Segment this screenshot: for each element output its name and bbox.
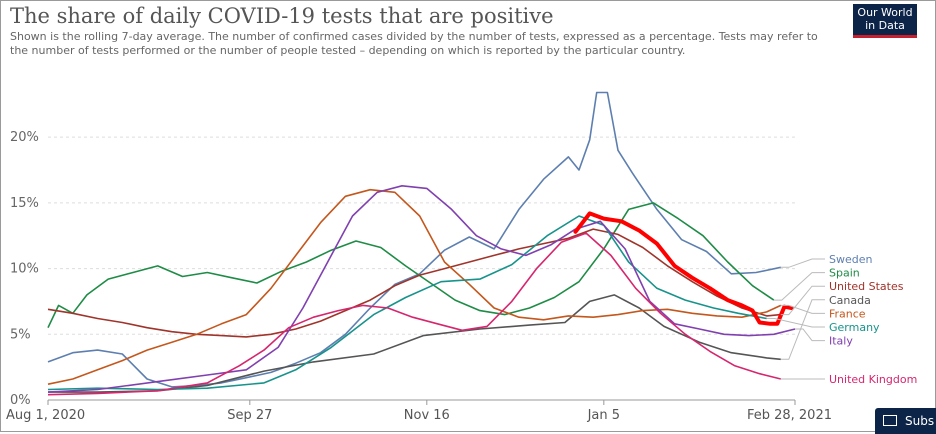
subscribe-label: Subs	[905, 414, 935, 428]
legend-label-spain[interactable]: Spain	[829, 267, 860, 280]
red-annotation-stroke	[573, 211, 794, 326]
legend-connector	[780, 258, 825, 268]
legend-connector	[795, 328, 825, 342]
series-line-spain[interactable]	[47, 202, 775, 329]
y-tick-label: 15%	[10, 196, 39, 211]
annotation-stroke	[573, 211, 794, 326]
series-line-united-states[interactable]	[47, 228, 781, 338]
x-tick-label: Aug 1, 2020	[6, 408, 85, 423]
legend-connector	[780, 285, 825, 316]
y-tick-label: 10%	[10, 262, 39, 277]
series-line-canada[interactable]	[48, 294, 781, 393]
series-lines	[47, 91, 796, 396]
legend-label-italy[interactable]: Italy	[829, 335, 853, 348]
y-tick-label: 0%	[10, 393, 31, 408]
legend-connector	[780, 304, 825, 314]
legend-label-sweden[interactable]: Sweden	[829, 253, 872, 266]
legend-connector	[773, 272, 825, 301]
y-tick-label: 5%	[10, 327, 31, 342]
x-axis: Aug 1, 2020 Sep 27 Nov 16 Jan 5 Feb 28, 2021	[6, 399, 832, 423]
chart-subtitle: Shown is the rolling 7-day average. The …	[10, 30, 818, 57]
series-line-germany[interactable]	[47, 215, 767, 391]
x-tick-label: Nov 16	[404, 408, 450, 423]
subscribe-button[interactable]: Subs	[875, 408, 936, 434]
legend-connector	[766, 318, 825, 328]
legend-label-united-kingdom[interactable]: United Kingdom	[829, 373, 917, 386]
legend-label-canada[interactable]: Canada	[829, 294, 871, 307]
x-tick-label: Sep 27	[227, 408, 272, 423]
y-tick-label: 20%	[10, 130, 39, 145]
series-line-italy[interactable]	[47, 185, 796, 393]
x-tick-label: Jan 5	[587, 408, 620, 423]
mail-icon	[883, 415, 897, 426]
series-line-united-kingdom[interactable]	[47, 232, 781, 396]
legend-label-germany[interactable]: Germany	[829, 321, 880, 334]
legend-connector	[780, 299, 825, 360]
legend-label-united-states[interactable]: United States	[829, 280, 904, 293]
owid-logo[interactable]: Our World in Data	[853, 4, 917, 38]
x-tick-label: Feb 28, 2021	[747, 408, 832, 423]
chart-title: The share of daily COVID-19 tests that a…	[10, 4, 554, 28]
legend-label-france[interactable]: France	[829, 307, 866, 320]
series-line-france[interactable]	[47, 188, 782, 385]
